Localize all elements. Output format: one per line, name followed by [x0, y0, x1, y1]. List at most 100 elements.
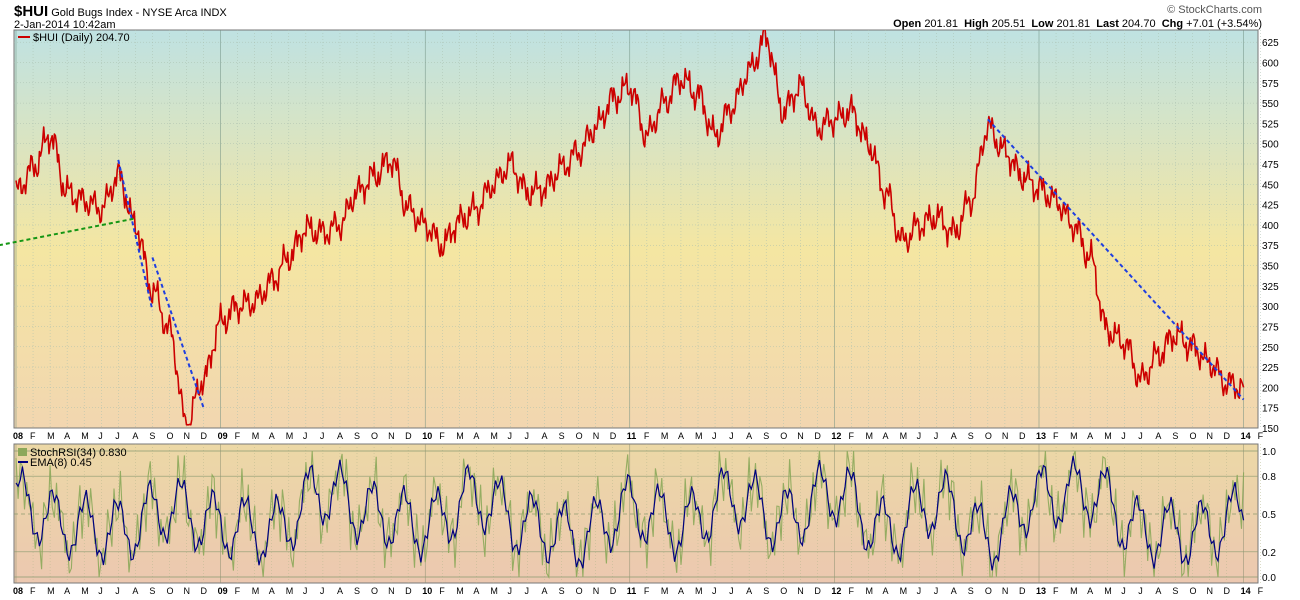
price-legend-label: $HUI (Daily) 204.70 [33, 32, 130, 44]
rsi-x-tick-label: J [729, 586, 734, 596]
price-y-tick-label: 500 [1262, 140, 1279, 151]
rsi-x-tick-label: F [235, 586, 241, 596]
high-value: 205.51 [991, 18, 1026, 30]
price-y-tick-label: 225 [1262, 363, 1279, 374]
stochrsi-panel [13, 443, 1259, 584]
chg-label: Chg [1161, 18, 1184, 30]
rsi-y-tick-label: 0.2 [1262, 548, 1276, 559]
rsi-x-tick-label: 10 [422, 586, 432, 596]
rsi-x-tick-label: A [64, 586, 70, 596]
rsi-x-tick-label: N [1002, 586, 1009, 596]
blue-trend-line [151, 257, 205, 409]
rsi-x-tick-label: A [883, 586, 889, 596]
price-x-tick-label: M [866, 431, 874, 441]
price-x-tick-label: 12 [831, 431, 841, 441]
price-x-tick-label: N [797, 431, 804, 441]
price-x-tick-label: J [98, 431, 103, 441]
rsi-x-tick-label: J [525, 586, 530, 596]
price-x-tick-label: N [388, 431, 395, 441]
price-x-tick-label: F [1258, 431, 1264, 441]
rsi-x-tick-label: M [47, 586, 55, 596]
rsi-x-tick-label: F [30, 586, 36, 596]
rsi-x-tick-label: O [1189, 586, 1196, 596]
price-x-tick-label: D [201, 431, 208, 441]
rsi-x-tick-label: A [746, 586, 752, 596]
price-x-tick-label: S [968, 431, 974, 441]
price-x-tick-label: S [559, 431, 565, 441]
rsi-x-tick-label: J [507, 586, 512, 596]
price-x-tick-label: J [934, 431, 939, 441]
price-y-tick-label: 600 [1262, 58, 1279, 69]
rsi-x-tick-label: M [695, 586, 703, 596]
price-y-tick-label: 575 [1262, 79, 1279, 90]
price-x-tick-label: J [320, 431, 325, 441]
green-trend-line [0, 217, 136, 247]
price-x-tick-label: A [678, 431, 684, 441]
rsi-x-tick-label: S [559, 586, 565, 596]
price-x-tick-label: M [81, 431, 89, 441]
blue-trend-line [117, 159, 154, 311]
price-x-tick-label: A [883, 431, 889, 441]
price-x-tick-label: S [763, 431, 769, 441]
price-x-tick-label: F [439, 431, 445, 441]
rsi-y-tick-label: 0.5 [1262, 510, 1276, 521]
index-name: Gold Bugs Index - NYSE Arca [51, 7, 198, 19]
price-x-tick-label: D [610, 431, 617, 441]
price-x-tick-label: A [269, 431, 275, 441]
price-x-tick-label: O [985, 431, 992, 441]
rsi-x-tick-label: N [388, 586, 395, 596]
price-x-tick-label: F [1053, 431, 1059, 441]
rsi-x-tick-label: S [763, 586, 769, 596]
rsi-x-tick-label: M [252, 586, 260, 596]
rsi-x-tick-label: O [371, 586, 378, 596]
price-x-tick-label: D [1019, 431, 1026, 441]
price-x-tick-label: J [525, 431, 530, 441]
price-x-tick-label: A [64, 431, 70, 441]
rsi-y-tick-label: 1.0 [1262, 447, 1276, 458]
rsi-x-tick-label: O [780, 586, 787, 596]
open-label: Open [893, 18, 922, 30]
price-x-tick-label: J [712, 431, 717, 441]
price-x-tick-label: 09 [218, 431, 228, 441]
price-x-tick-label: M [661, 431, 669, 441]
rsi-x-tick-label: O [985, 586, 992, 596]
price-x-tick-label: S [1172, 431, 1178, 441]
chg-value: +7.01 (+3.54%) [1186, 18, 1262, 30]
price-y-tick-label: 375 [1262, 241, 1279, 252]
stochrsi-ema-line [15, 455, 1245, 571]
rsi-x-tick-label: M [490, 586, 498, 596]
price-x-tick-label: D [1224, 431, 1231, 441]
price-x-tick-label: J [1121, 431, 1126, 441]
price-x-tick-label: S [149, 431, 155, 441]
rsi-x-tick-label: J [115, 586, 120, 596]
price-x-tick-label: 10 [422, 431, 432, 441]
date-time: 2-Jan-2014 10:42am [14, 19, 116, 31]
rsi-x-tick-label: N [1207, 586, 1214, 596]
price-x-tick-label: O [1189, 431, 1196, 441]
price-y-tick-label: 625 [1262, 38, 1279, 49]
rsi-x-tick-label: F [848, 586, 854, 596]
price-x-tick-label: A [337, 431, 343, 441]
price-x-tick-label: D [405, 431, 412, 441]
price-x-tick-label: 13 [1036, 431, 1046, 441]
rsi-x-tick-label: N [184, 586, 191, 596]
price-y-tick-label: 250 [1262, 343, 1279, 354]
price-x-tick-label: F [235, 431, 241, 441]
price-x-tick-label: J [507, 431, 512, 441]
price-x-tick-label: J [303, 431, 308, 441]
price-x-tick-label: F [848, 431, 854, 441]
price-x-tick-label: O [780, 431, 787, 441]
hui-price-line [15, 30, 1245, 426]
price-x-tick-label: A [132, 431, 138, 441]
price-x-tick-label: O [371, 431, 378, 441]
rsi-y-tick-label: 0.8 [1262, 472, 1276, 483]
price-x-tick-label: M [47, 431, 55, 441]
rsi-x-tick-label: F [1258, 586, 1264, 596]
price-y-tick-label: 200 [1262, 383, 1279, 394]
price-legend: $HUI (Daily) 204.70 [18, 32, 130, 44]
price-x-tick-label: J [1138, 431, 1143, 441]
price-y-tick-label: 475 [1262, 160, 1279, 171]
rsi-x-tick-label: J [1121, 586, 1126, 596]
rsi-x-tick-label: D [610, 586, 617, 596]
